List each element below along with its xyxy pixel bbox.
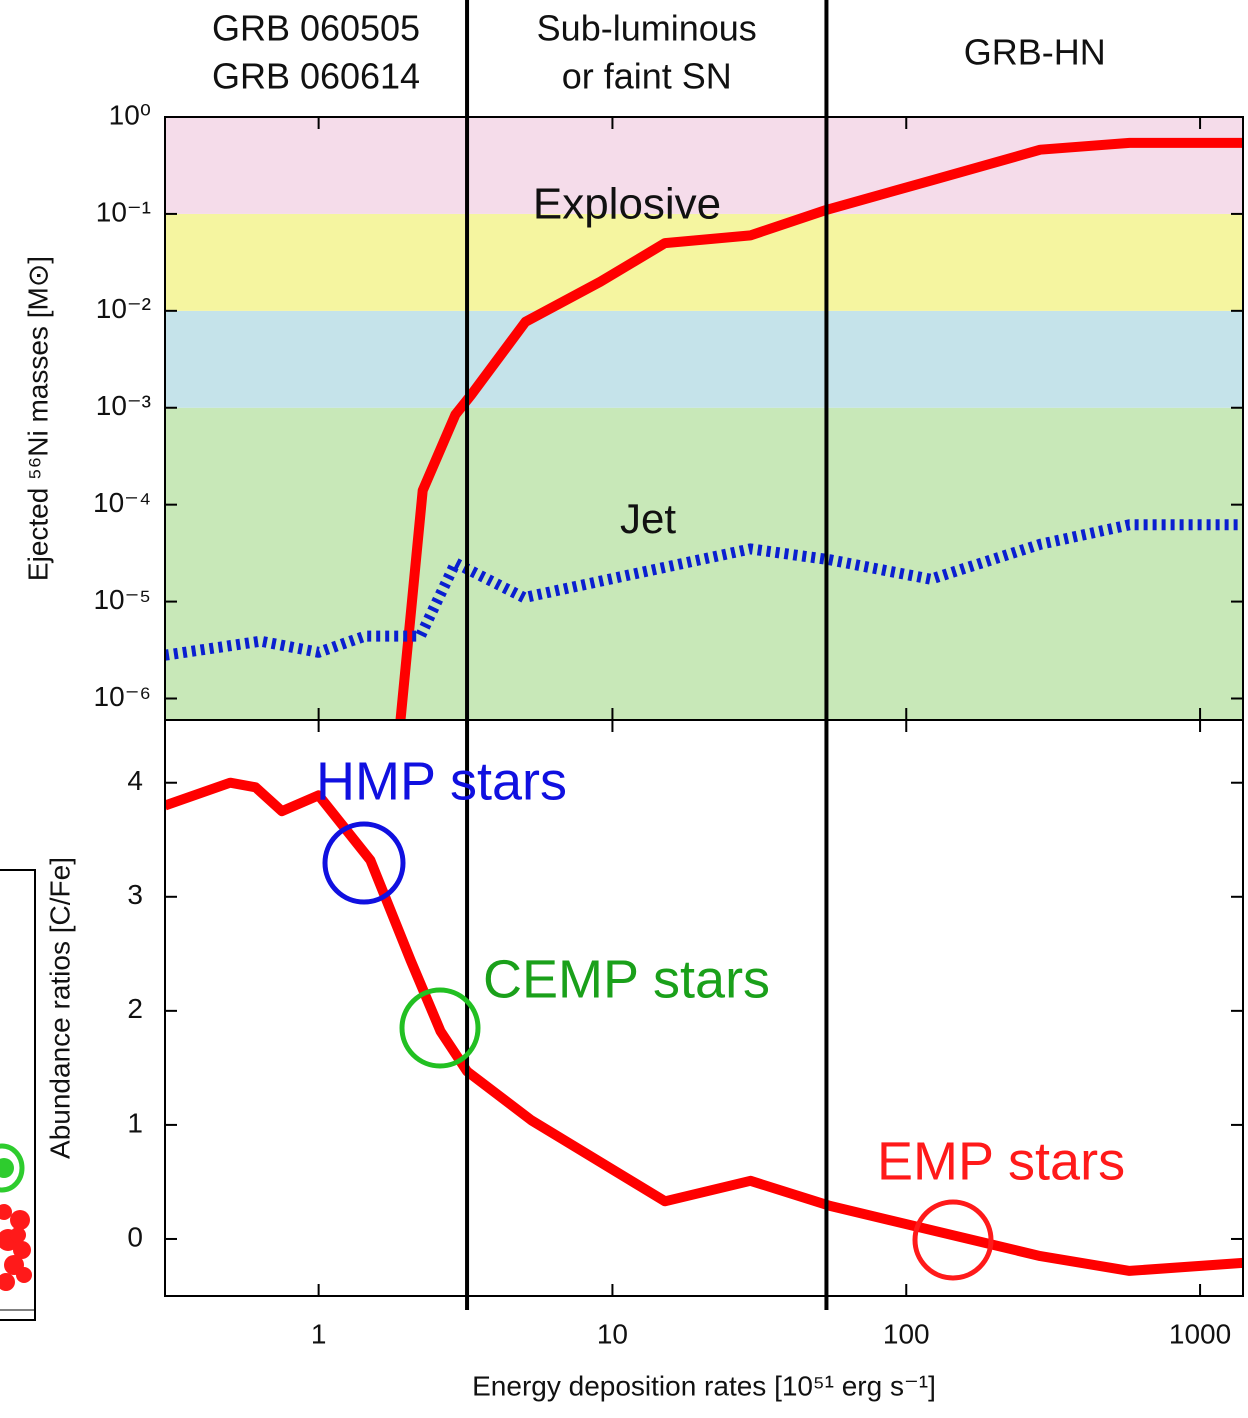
y-tick-label: 10⁻² (96, 293, 151, 324)
y-tick-label: 0 (127, 1221, 143, 1252)
cropped-figure (0, 869, 36, 1321)
region-label: GRB 060614 (212, 56, 420, 97)
y-tick-label: 10⁰ (109, 99, 151, 130)
cropped-frame (0, 869, 36, 1321)
y-tick-label: 10⁻⁵ (93, 584, 151, 615)
band (165, 213, 1243, 311)
series-annotation: Explosive (533, 180, 721, 229)
band (165, 310, 1243, 408)
series-line (165, 519, 1243, 661)
cropped-dot (0, 1158, 14, 1178)
y-tick-label: 1 (127, 1107, 143, 1138)
x-tick-label: 100 (883, 1318, 930, 1349)
y-tick-label: 10⁻³ (96, 390, 151, 421)
annotation-circle (399, 987, 481, 1069)
region-label: GRB 060505 (212, 8, 420, 49)
x-axis-label: Energy deposition rates [10⁵¹ erg s⁻¹] (472, 1370, 936, 1401)
series-annotation: Jet (620, 495, 676, 542)
series-line (395, 137, 1243, 720)
x-tick-label: 10 (597, 1318, 628, 1349)
band (165, 117, 1243, 214)
annotation: HMP stars (316, 751, 567, 811)
y-tick-label: 3 (127, 879, 143, 910)
annotation: EMP stars (877, 1131, 1125, 1191)
region-label: or faint SN (562, 56, 732, 97)
y-tick-label: 10⁻⁶ (94, 681, 151, 712)
x-tick-label: 1 (311, 1318, 327, 1349)
annotation: CEMP stars (483, 949, 770, 1009)
y-tick-label: 2 (127, 993, 143, 1024)
series-line (165, 777, 1243, 1276)
cropped-dots (0, 1204, 32, 1291)
band (165, 407, 1243, 720)
x-tick-label: 1000 (1169, 1318, 1231, 1349)
annotation-circle (912, 1199, 994, 1281)
y-tick-label: 4 (127, 765, 143, 796)
region-label: GRB-HN (964, 32, 1106, 73)
region-label: Sub-luminous (537, 8, 757, 49)
y-tick-label: 10⁻⁴ (93, 487, 151, 518)
y-axis-label: Ejected ⁵⁶Ni masses [M⊙] (22, 256, 53, 581)
y-tick-label: 10⁻¹ (96, 196, 151, 227)
plot-layer: 10⁰ 10⁻¹ 10⁻² 10⁻³ 10⁻⁴ 10⁻⁵ 10⁻⁶ Ejected ⁵⁶Ni … (22, 0, 1244, 1401)
cropped-ellipse (0, 1143, 25, 1193)
y-axis-label: Abundance ratios [C/Fe] (44, 857, 75, 1159)
plot-frame (164, 719, 1244, 1297)
annotation-circle (322, 821, 406, 905)
